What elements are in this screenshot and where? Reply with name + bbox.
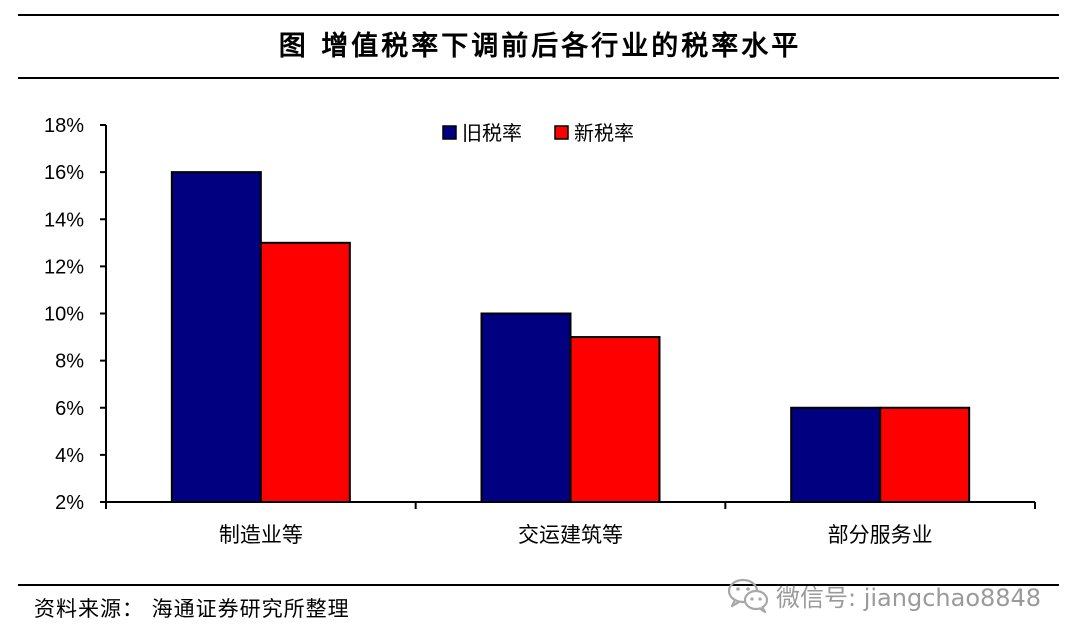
legend: 旧税率 新税率 bbox=[442, 121, 634, 145]
y-tick-label: 4% bbox=[55, 445, 84, 467]
legend-label-new: 新税率 bbox=[574, 121, 634, 145]
figure-title: 图 增值税率下调前后各行业的税率水平 bbox=[278, 31, 802, 62]
legend-swatch-new bbox=[554, 125, 569, 140]
bar-chart: 2% 4% 6% 8% 10% 12% 14% 16% 18% 制造业等 交运建筑等 部分服务业 旧税… bbox=[44, 115, 1036, 547]
title-bottom-rule bbox=[18, 77, 1059, 79]
legend-swatch-old bbox=[442, 125, 457, 140]
wechat-icon bbox=[727, 578, 769, 614]
bar-old-1 bbox=[170, 171, 262, 503]
y-tick-label: 18% bbox=[44, 115, 84, 137]
bar-new-2 bbox=[569, 336, 661, 503]
axes-group: 2% 4% 6% 8% 10% 12% 14% 16% 18% 制造业等 交运建筑等 部分服务业 bbox=[44, 115, 1036, 547]
y-tick-label: 2% bbox=[55, 492, 84, 514]
x-category-label: 部分服务业 bbox=[828, 523, 933, 547]
title-top-rule bbox=[18, 14, 1059, 16]
source-note: 资料来源： 海通证券研究所整理 bbox=[34, 597, 350, 621]
y-tick-label: 10% bbox=[44, 304, 84, 326]
bars-group bbox=[170, 171, 971, 503]
y-tick-label: 16% bbox=[44, 162, 84, 184]
y-tick-label: 12% bbox=[44, 256, 84, 278]
watermark-text: 微信号: jiangchao8848 bbox=[776, 583, 1042, 612]
y-tick-label: 6% bbox=[55, 398, 84, 420]
bar-old-3 bbox=[790, 406, 882, 503]
legend-label-old: 旧税率 bbox=[462, 121, 522, 145]
x-category-label: 制造业等 bbox=[219, 523, 303, 547]
y-tick-label: 14% bbox=[44, 209, 84, 231]
source-rule bbox=[18, 584, 1059, 586]
bar-new-3 bbox=[879, 406, 971, 503]
watermark: 微信号: jiangchao8848 bbox=[726, 572, 1041, 618]
y-tick-label: 8% bbox=[55, 351, 84, 373]
x-category-label: 交运建筑等 bbox=[518, 523, 623, 547]
bar-old-2 bbox=[480, 312, 572, 503]
bar-new-1 bbox=[259, 241, 351, 503]
